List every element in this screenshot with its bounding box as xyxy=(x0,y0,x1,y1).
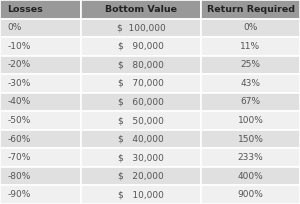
Text: $   90,000: $ 90,000 xyxy=(118,42,164,51)
Bar xyxy=(201,130,300,148)
Text: $   70,000: $ 70,000 xyxy=(118,79,164,88)
Bar xyxy=(201,74,300,93)
Text: -50%: -50% xyxy=(8,116,31,125)
Text: 25%: 25% xyxy=(241,60,260,69)
Bar xyxy=(0,130,81,148)
Bar xyxy=(201,185,300,204)
Bar xyxy=(81,74,201,93)
Text: 900%: 900% xyxy=(238,190,263,199)
Bar xyxy=(0,111,81,130)
Bar xyxy=(201,111,300,130)
Bar xyxy=(201,93,300,111)
Bar xyxy=(0,74,81,93)
Text: $   30,000: $ 30,000 xyxy=(118,153,164,162)
Text: $   80,000: $ 80,000 xyxy=(118,60,164,69)
Text: 233%: 233% xyxy=(238,153,263,162)
Text: $   10,000: $ 10,000 xyxy=(118,190,164,199)
Bar xyxy=(201,167,300,185)
Bar xyxy=(81,130,201,148)
Bar xyxy=(81,93,201,111)
Text: -70%: -70% xyxy=(8,153,31,162)
Text: -30%: -30% xyxy=(8,79,31,88)
Text: $   50,000: $ 50,000 xyxy=(118,116,164,125)
Text: 43%: 43% xyxy=(241,79,260,88)
Text: Losses: Losses xyxy=(8,5,43,14)
Bar xyxy=(0,167,81,185)
Text: -10%: -10% xyxy=(8,42,31,51)
Bar xyxy=(81,0,201,19)
Text: 150%: 150% xyxy=(238,135,263,144)
Text: 100%: 100% xyxy=(238,116,263,125)
Bar xyxy=(81,167,201,185)
Text: $  100,000: $ 100,000 xyxy=(117,23,165,32)
Text: Return Required: Return Required xyxy=(206,5,295,14)
Bar xyxy=(0,19,81,37)
Text: -80%: -80% xyxy=(8,172,31,181)
Bar xyxy=(201,56,300,74)
Bar xyxy=(0,93,81,111)
Bar xyxy=(201,0,300,19)
Bar xyxy=(81,37,201,56)
Text: 11%: 11% xyxy=(240,42,261,51)
Bar xyxy=(0,185,81,204)
Bar xyxy=(81,185,201,204)
Bar xyxy=(0,56,81,74)
Bar xyxy=(0,148,81,167)
Bar xyxy=(201,19,300,37)
Bar xyxy=(81,19,201,37)
Bar xyxy=(81,148,201,167)
Text: $   60,000: $ 60,000 xyxy=(118,98,164,106)
Text: -60%: -60% xyxy=(8,135,31,144)
Text: -20%: -20% xyxy=(8,60,31,69)
Text: Bottom Value: Bottom Value xyxy=(105,5,177,14)
Text: -40%: -40% xyxy=(8,98,31,106)
Text: -90%: -90% xyxy=(8,190,31,199)
Text: 67%: 67% xyxy=(240,98,261,106)
Text: 0%: 0% xyxy=(8,23,22,32)
Text: 0%: 0% xyxy=(243,23,258,32)
Text: $   20,000: $ 20,000 xyxy=(118,172,164,181)
Bar xyxy=(201,37,300,56)
Bar xyxy=(0,0,81,19)
Bar xyxy=(0,37,81,56)
Bar xyxy=(201,148,300,167)
Bar xyxy=(81,111,201,130)
Text: $   40,000: $ 40,000 xyxy=(118,135,164,144)
Bar xyxy=(81,56,201,74)
Text: 400%: 400% xyxy=(238,172,263,181)
